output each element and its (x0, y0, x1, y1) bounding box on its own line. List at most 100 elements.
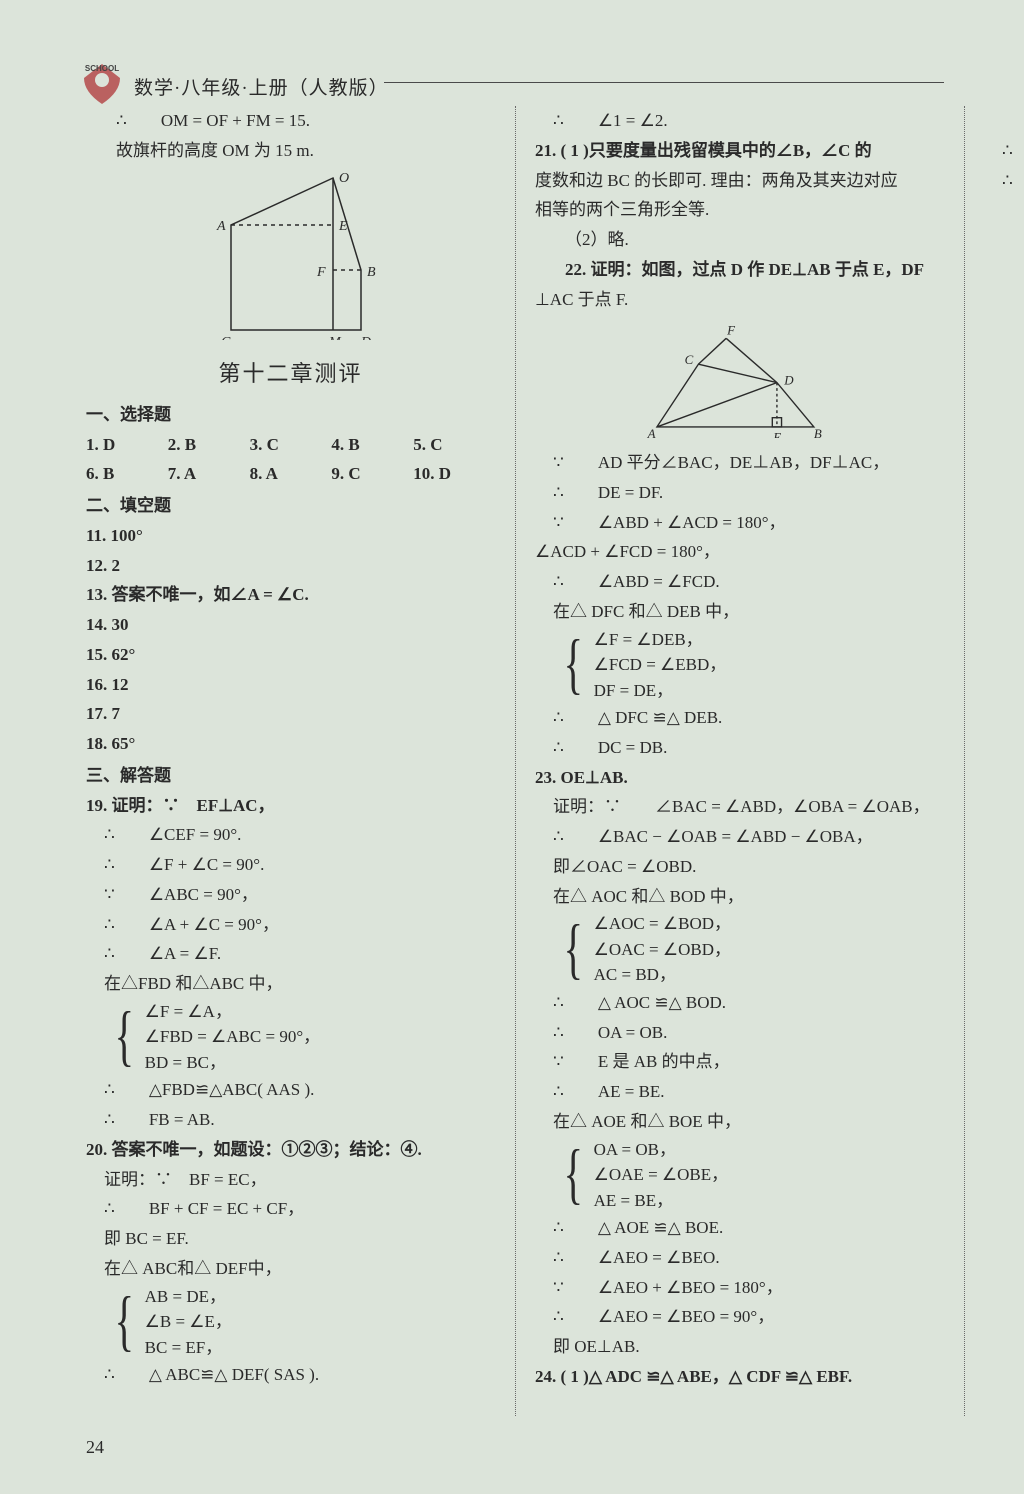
answer-line: 18. 65° (86, 729, 495, 759)
text-line: ∴ ∠1 = ∠2. (535, 106, 944, 136)
svg-text:B: B (813, 426, 821, 438)
text-line: ∴ FB = AB. (86, 1105, 495, 1135)
text-line: ∴ △ ABC≌△ DEF( SAS ). (86, 1360, 495, 1390)
text-line: 即 BC = EF. (86, 1224, 495, 1254)
mc-item: 2. B (168, 430, 250, 460)
text-line: 相等的两个三角形全等. (535, 195, 944, 225)
text-line: 22. 证明：如图，过点 D 作 DE⊥AB 于点 E，DF (535, 255, 944, 285)
page-header: 数学·八年级·上册（人教版） (134, 72, 389, 105)
text-line: ∴ △FBD≌△ABC( AAS ). (86, 1075, 495, 1105)
text-line: 23. OE⊥AB. (535, 763, 944, 793)
answer-line: 12. 2 (86, 551, 495, 581)
text-line: （2）证法 1：∵ Rt △ ABC ≌ Rt △ ADE， (984, 106, 1024, 136)
answer-line: 16. 12 (86, 670, 495, 700)
text-line: 在△ AOC 和△ BOD 中， (535, 882, 944, 912)
text-line: ∴ ∠F + ∠C = 90°. (86, 850, 495, 880)
brace-group: { AB = DE， ∠B = ∠E， BC = EF， (86, 1284, 495, 1361)
text-line: 19. 证明：∵ EF⊥AC， (86, 791, 495, 821)
text-line: ∴ ∠CEF = 90°. (86, 820, 495, 850)
mc-item: 4. B (331, 430, 413, 460)
text-line: ∴ ∠A = ∠F. (86, 939, 495, 969)
svg-text:E: E (772, 430, 781, 438)
text-line: ∴ ∠AEO = ∠BEO = 90°， (535, 1302, 944, 1332)
text-line: ∵ ∠AEO + ∠BEO = 180°， (535, 1273, 944, 1303)
text-line: 在△ AOE 和△ BOE 中， (535, 1107, 944, 1137)
text-line: ∴ OA = OB. (535, 1018, 944, 1048)
svg-text:D: D (360, 335, 371, 340)
svg-text:D: D (783, 373, 794, 388)
mc-item: 9. C (331, 459, 413, 489)
mc-item: 3. C (250, 430, 332, 460)
text-line: ∴ AE = BE. (535, 1077, 944, 1107)
text-line: ∴ ∠ABD = ∠FCD. (535, 567, 944, 597)
text-line: ∴ AC = AE，AB = AD，∠CAB = ∠EAD. (984, 136, 1024, 166)
text-line: ∴ ∠A + ∠C = 90°， (86, 910, 495, 940)
text-line: ⊥AC 于点 F. (535, 285, 944, 315)
mc-row: 6. B 7. A 8. A 9. C 10. D (86, 459, 495, 489)
svg-text:M: M (328, 335, 342, 340)
mc-item: 10. D (413, 459, 495, 489)
text-line: 在△ ABC和△ DEF中， (86, 1254, 495, 1284)
text-line: ∴ ∠BAC − ∠OAB = ∠ABD − ∠OBA， (535, 822, 944, 852)
text-line: 20. 答案不唯一，如题设：①②③；结论：④. (86, 1135, 495, 1165)
svg-text:C: C (684, 352, 693, 367)
answer-line: 15. 62° (86, 640, 495, 670)
svg-text:O: O (339, 171, 349, 186)
text-line: （2）略. (535, 225, 944, 255)
chapter-title: 第十二章测评 (86, 355, 495, 394)
svg-text:A: A (646, 426, 655, 438)
text-line: 24. ( 1 )△ ADC ≌△ ABE，△ CDF ≌△ EBF. (535, 1362, 944, 1392)
text-line: ∵ ∠ABC = 90°， (86, 880, 495, 910)
text-line: ∴ DC = DB. (535, 733, 944, 763)
text-line: ∵ ∠ABD + ∠ACD = 180°， (535, 508, 944, 538)
svg-text:E: E (338, 219, 348, 234)
page-content: ∴ OM = OF + FM = 15. 故旗杆的高度 OM 为 15 m. O… (86, 106, 944, 1416)
text-line: 即∠OAC = ∠OBD. (535, 852, 944, 882)
text-line: 即 OE⊥AB. (535, 1332, 944, 1362)
text-line: ∴ DE = DF. (535, 478, 944, 508)
mc-item: 1. D (86, 430, 168, 460)
text-line: 在△ DFC 和△ DEB 中， (535, 597, 944, 627)
text-line: ∴ BF + CF = EC + CF， (86, 1194, 495, 1224)
answer-line: 13. 答案不唯一，如∠A = ∠C. (86, 580, 495, 610)
svg-text:SCHOOL: SCHOOL (85, 64, 119, 73)
mc-item: 7. A (168, 459, 250, 489)
text-line: 21. ( 1 )只要度量出残留模具中的∠B，∠C 的 (535, 136, 944, 166)
text-line: ∴ △ DFC ≌△ DEB. (535, 703, 944, 733)
section-heading: 二、填空题 (86, 491, 495, 521)
text-line: ∠ACD + ∠FCD = 180°， (535, 537, 944, 567)
text-line: ∴ △ AOC ≌△ BOD. (535, 988, 944, 1018)
mc-item: 8. A (250, 459, 332, 489)
section-heading: 三、解答题 (86, 761, 495, 791)
brace-group: { OA = OB， ∠OAE = ∠OBE， AE = BE， (535, 1137, 944, 1214)
text-line: ∴ OM = OF + FM = 15. (86, 106, 495, 136)
diagram-1: O A E F B C M D (86, 170, 495, 350)
svg-text:F: F (316, 265, 326, 280)
header-rule (384, 82, 944, 83)
text-line: 度数和边 BC 的长即可. 理由：两角及其夹边对应 (535, 166, 944, 196)
text-line: 证明：∵ ∠BAC = ∠ABD，∠OBA = ∠OAB， (535, 792, 944, 822)
text-line: ∵ E 是 AB 的中点， (535, 1047, 944, 1077)
brace-group: { ∠F = ∠DEB， ∠FCD = ∠EBD， DF = DE， (535, 627, 944, 704)
answer-line: 17. 7 (86, 699, 495, 729)
answer-line: 14. 30 (86, 610, 495, 640)
brace-group: { ∠F = ∠A， ∠FBD = ∠ABC = 90°， BD = BC， (86, 999, 495, 1076)
text-line: 证明：∵ BF = EC， (86, 1165, 495, 1195)
svg-text:F: F (726, 323, 735, 338)
mc-item: 5. C (413, 430, 495, 460)
text-line: 在△FBD 和△ABC 中， (86, 969, 495, 999)
mc-item: 6. B (86, 459, 168, 489)
mc-row: 1. D 2. B 3. C 4. B 5. C (86, 430, 495, 460)
diagram-2: F C D A E B (535, 318, 944, 448)
page-number: 24 (86, 1432, 104, 1464)
svg-text:C: C (221, 335, 231, 340)
school-logo: SCHOOL (76, 60, 128, 106)
svg-text:B: B (367, 265, 376, 280)
text-line: ∴ ∠AEO = ∠BEO. (535, 1243, 944, 1273)
section-heading: 一、选择题 (86, 400, 495, 430)
answer-line: 11. 100° (86, 521, 495, 551)
text-line: ∵ AD 平分∠BAC，DE⊥AB，DF⊥AC， (535, 448, 944, 478)
svg-text:A: A (216, 219, 226, 234)
text-line: 故旗杆的高度 OM 为 15 m. (86, 136, 495, 166)
text-line: ∴ △ AOE ≌△ BOE. (535, 1213, 944, 1243)
